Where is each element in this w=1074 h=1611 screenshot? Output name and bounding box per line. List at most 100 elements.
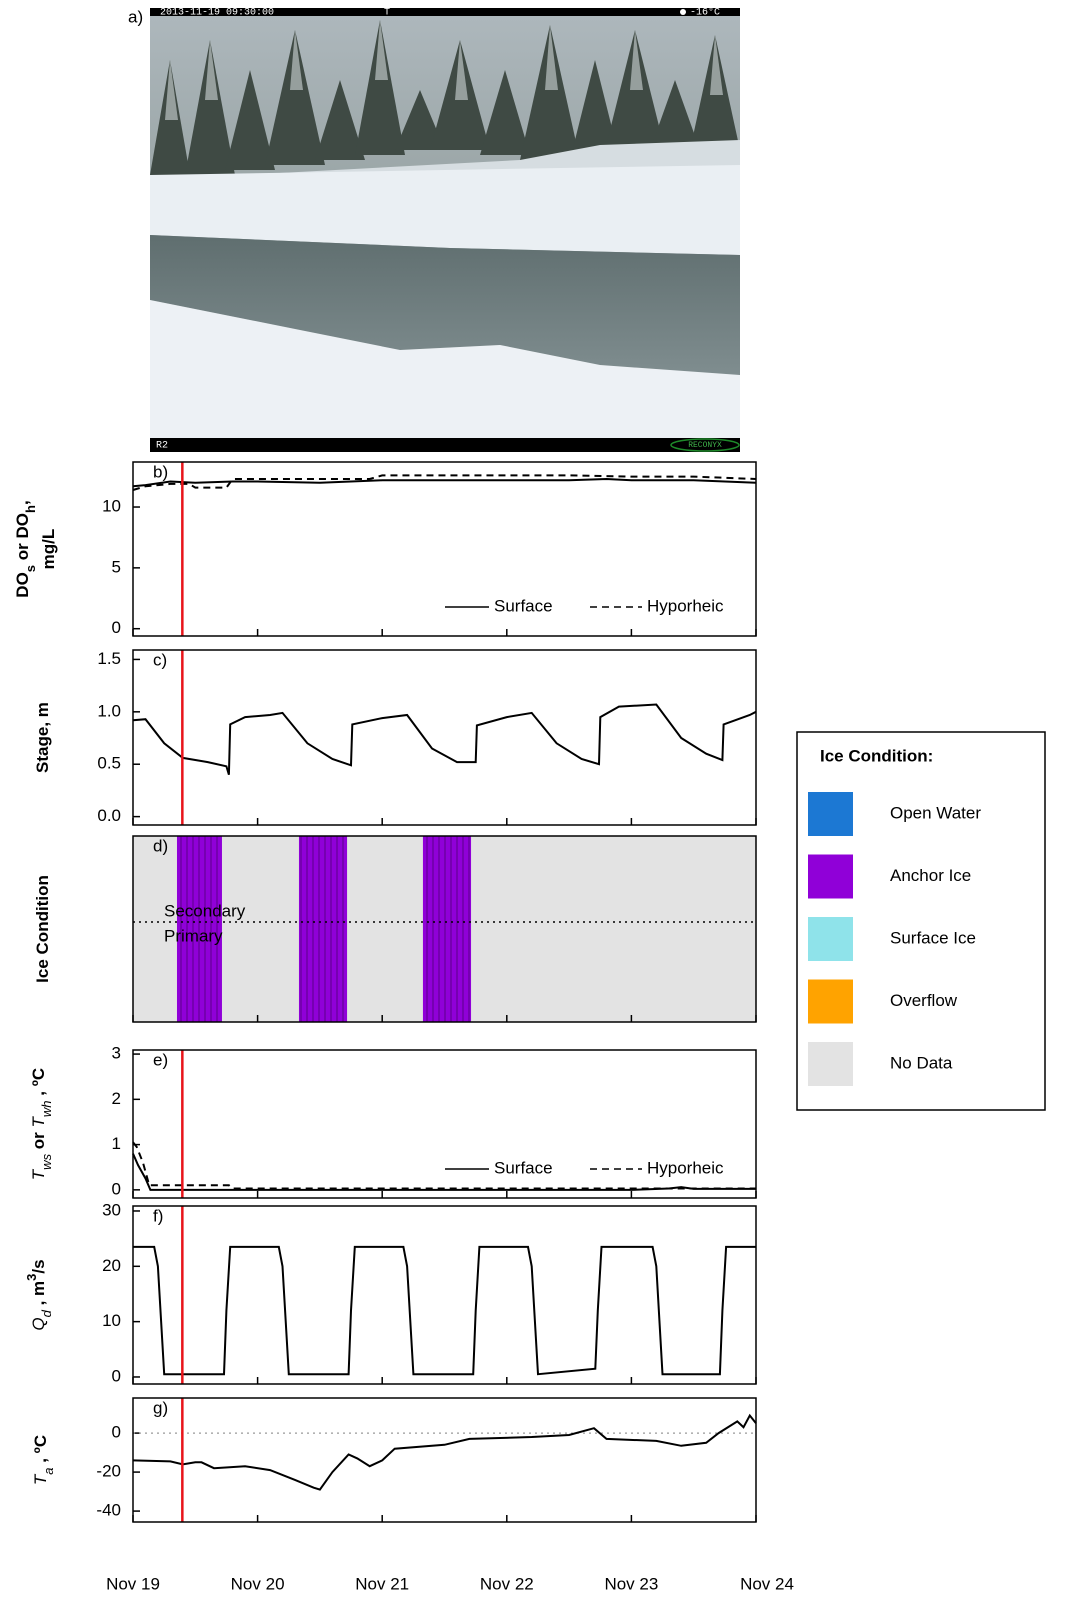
y-tick-label: 0.0	[97, 806, 121, 825]
y-axis-title-part: mg/L	[39, 529, 58, 570]
legend-swatch	[808, 854, 853, 899]
legend-swatch	[808, 792, 853, 836]
panel-label: c)	[153, 650, 167, 669]
legend-label: Anchor Ice	[890, 866, 971, 885]
x-tick-label: Nov 19	[106, 1574, 160, 1593]
panel: Secondary Primary Ice Condition: Open Water…	[33, 731, 1046, 1111]
y-axis-title-part: DO	[13, 572, 32, 598]
y-tick-label: 0	[112, 1366, 121, 1385]
y-tick-label: -40	[96, 1501, 121, 1520]
panel-label: e)	[153, 1050, 168, 1069]
y-axis-title-part: Q	[29, 1317, 48, 1330]
photo: a) 2013-11-19 09:30:00 T -16°C R2 RECO	[128, 7, 740, 452]
photo-camera: R2	[156, 441, 168, 452]
y-axis-title-part: , ºC	[31, 1435, 50, 1468]
plot-frame	[132, 461, 757, 637]
photo-brand: RECONYX	[688, 441, 722, 450]
level-label: Secondary	[164, 901, 246, 920]
y-tick-label: 3	[112, 1044, 121, 1063]
legend: Ice Condition: Open Water Anchor Ice Surfac…	[796, 731, 1046, 1111]
x-tick-label: Nov 23	[604, 1574, 658, 1593]
legend-label: Surface	[494, 596, 553, 615]
legend-label: Hyporheic	[647, 596, 724, 615]
panel-label: d)	[153, 836, 168, 855]
panel: -40 -20 0 Nov 19 Nov 20 Nov 21 Nov 22 Nov 23 Nov…	[31, 1397, 794, 1593]
y-axis-title-part: T	[29, 1115, 48, 1127]
y-axis-title-part: a	[41, 1468, 56, 1475]
y-tick-label: 1	[112, 1134, 121, 1153]
series-line	[132, 1141, 756, 1190]
y-tick-label: 10	[102, 497, 121, 516]
legend-label: Hyporheic	[647, 1158, 724, 1177]
series-line	[132, 703, 757, 775]
y-tick-label: 10	[102, 1311, 121, 1330]
y-tick-label: 1.5	[97, 649, 121, 668]
y-axis-title-part: , m	[29, 1281, 48, 1310]
y-axis-title-part: 3	[24, 1274, 39, 1281]
panel: 0 10 20 30 f) Qd , m3/s	[24, 1200, 757, 1385]
y-tick-label: 0	[112, 618, 121, 637]
legend-label: Open Water	[890, 803, 981, 822]
y-tick-label: 0	[112, 1423, 121, 1442]
panel-label: f)	[153, 1206, 163, 1225]
y-axis-title-part: T	[29, 1168, 48, 1180]
x-tick-label: Nov 20	[231, 1574, 285, 1593]
y-axis-title: mg/L	[39, 529, 58, 570]
legend-label: Overflow	[890, 991, 958, 1010]
legend-swatch	[808, 979, 853, 1024]
y-axis-title-part: wh	[39, 1100, 54, 1117]
y-axis-title: Stage, m	[33, 702, 52, 773]
legend-title: Ice Condition:	[820, 746, 933, 765]
y-axis-title: Qd , m3/s	[24, 1259, 54, 1330]
level-label: Primary	[164, 926, 223, 945]
panel-label: a)	[128, 7, 143, 26]
y-tick-label: 1.0	[97, 701, 121, 720]
legend-label: Surface Ice	[890, 928, 976, 947]
y-axis-title-part: or	[29, 1127, 48, 1153]
y-tick-label: 0.5	[97, 754, 121, 773]
x-tick-label: Nov 21	[355, 1574, 409, 1593]
panel-label: b)	[153, 462, 168, 481]
y-axis-title: Ta , ºC	[31, 1435, 55, 1485]
y-tick-label: -20	[96, 1462, 121, 1481]
plot-frame	[132, 1205, 757, 1385]
y-tick-label: 20	[102, 1256, 121, 1275]
legend-label: Surface	[494, 1158, 553, 1177]
legend-label: No Data	[890, 1053, 953, 1072]
x-tick-label: Nov 22	[480, 1574, 534, 1593]
y-axis-title: Tws or Twh , ºC	[29, 1068, 53, 1180]
y-axis-title-part: ,	[13, 500, 32, 505]
y-axis-title-part: h	[23, 505, 38, 513]
series-line	[133, 1245, 756, 1376]
panel: 0 1 2 3 Surface Hyporheic e) Tws or Twh , ºC	[29, 1044, 757, 1199]
y-axis-title-part: Stage, m	[33, 702, 52, 773]
plot-frame	[132, 1049, 757, 1199]
legend-swatch	[808, 1042, 853, 1086]
y-axis-title-part: T	[31, 1473, 50, 1485]
photo-timestamp: 2013-11-19 09:30:00	[160, 8, 274, 19]
y-axis-title-part: s	[23, 565, 38, 572]
y-axis-title-part: or DO	[13, 513, 32, 565]
legend-swatch	[808, 917, 853, 961]
y-tick-label: 30	[102, 1200, 121, 1219]
y-tick-label: 5	[112, 557, 121, 576]
y-tick-label: 0	[112, 1179, 121, 1198]
plot-frame	[132, 1397, 757, 1523]
y-axis-title: DOs or DOh,	[13, 500, 37, 597]
series-line	[132, 1153, 756, 1191]
y-axis-title-part: d	[39, 1309, 54, 1317]
plot-frame	[132, 649, 757, 826]
panel-label: g)	[153, 1398, 168, 1417]
series-line	[132, 477, 757, 488]
y-axis-title-part: , ºC	[29, 1068, 48, 1101]
photo-temperature: -16°C	[690, 7, 720, 19]
y-axis-title-part: Ice Condition	[33, 875, 52, 983]
series-line	[132, 1413, 757, 1491]
y-tick-label: 2	[112, 1089, 121, 1108]
y-axis-title: Ice Condition	[33, 875, 52, 983]
photo-flag: T	[384, 8, 390, 19]
y-axis-title-part: /s	[29, 1259, 48, 1273]
y-axis-title-part: ws	[39, 1153, 54, 1169]
